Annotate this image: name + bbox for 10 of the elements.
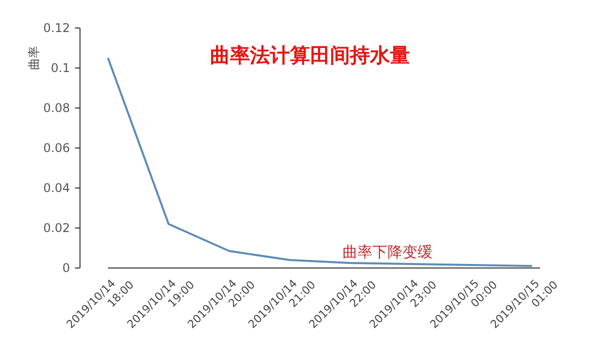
y-tick-label: 0.04 bbox=[43, 181, 70, 196]
y-tick-label: 0.02 bbox=[43, 221, 70, 236]
y-tick-label: 0.08 bbox=[43, 101, 70, 116]
text: 曲率法计算田间持水量 bbox=[210, 43, 410, 67]
y-tick-label: 0 bbox=[62, 261, 70, 276]
annotation: 曲率下降变缓 bbox=[342, 243, 432, 261]
y-tick-label: 0.12 bbox=[43, 21, 70, 36]
y-axis-title: 曲率 bbox=[27, 46, 41, 70]
y-tick-label: 0.1 bbox=[50, 61, 70, 76]
y-tick-label: 0.06 bbox=[43, 141, 70, 156]
